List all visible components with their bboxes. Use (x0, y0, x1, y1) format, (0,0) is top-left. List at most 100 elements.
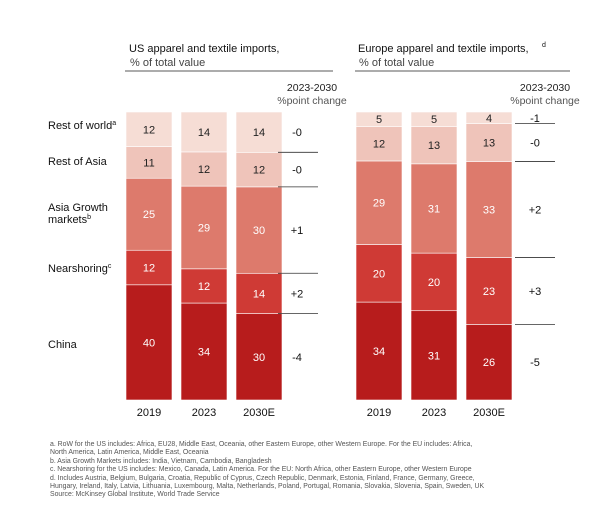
x-tick-label: 2019 (367, 407, 391, 419)
chart-title-footnote-mark: d (542, 42, 546, 49)
bar-value-label: 5 (376, 114, 382, 126)
row-label-rest-of-world: Rest of worlda (48, 120, 116, 132)
chart-subtitle: % of total value (359, 57, 434, 69)
row-label-asia-growth: Asia Growth (48, 202, 108, 214)
footnotes: a. RoW for the US includes: Africa, EU28… (50, 441, 595, 500)
change-value-nearshoring: +3 (529, 286, 542, 298)
footnote-line: North America, Latin America, Middle Eas… (50, 449, 209, 457)
bar-value-label: 14 (253, 288, 265, 300)
bar-segment-nearshoring (355, 244, 403, 303)
bar-segment-nearshoring (180, 268, 228, 304)
bar-value-label: 34 (373, 346, 385, 358)
chart-title: Europe apparel and textile imports, (358, 43, 529, 55)
bar-value-label: 20 (428, 277, 440, 289)
bar-value-label: 14 (253, 127, 265, 139)
bar-segment-rest-of-asia (125, 146, 173, 179)
change-value-china: -5 (530, 357, 540, 369)
bar-segment-rest-of-world (410, 111, 458, 127)
x-tick-label: 2030E (243, 407, 275, 419)
bar-value-label: 12 (253, 165, 265, 177)
bar-segment-rest-of-world (465, 111, 513, 124)
row-label-footnote-mark: c (108, 263, 112, 270)
row-label-rest-of-asia: Rest of Asia (48, 156, 108, 168)
bar-value-label: 29 (373, 198, 385, 210)
bar-value-label: 12 (143, 263, 155, 275)
bar-segment-asia-growth (235, 186, 283, 274)
change-value-nearshoring: +2 (291, 288, 304, 300)
bar-segment-china (355, 301, 403, 401)
row-label-nearshoring: Nearshoringc (48, 263, 112, 275)
change-value-asia-growth: +1 (291, 225, 304, 237)
bar-value-label: 14 (198, 127, 210, 139)
bar-value-label: 12 (143, 124, 155, 136)
row-label-footnote-mark: a (112, 120, 116, 127)
bar-value-label: 30 (253, 352, 265, 364)
bar-value-label: 13 (483, 138, 495, 150)
bar-value-label: 31 (428, 203, 440, 215)
bar-segment-china (125, 284, 173, 401)
bar-value-label: 34 (198, 347, 210, 359)
change-value-china: -4 (292, 352, 302, 364)
bar-value-label: 13 (428, 140, 440, 152)
bar-segment-rest-of-world (235, 111, 283, 153)
bar-segment-nearshoring (125, 249, 173, 286)
bar-segment-rest-of-world (355, 111, 403, 127)
bar-segment-asia-growth (410, 163, 458, 254)
bar-value-label: 29 (198, 222, 210, 234)
change-value-rest-of-asia: -0 (292, 165, 302, 177)
x-tick-label: 2023 (422, 407, 446, 419)
bar-segment-rest-of-asia (465, 123, 513, 162)
footnote-source: Source: McKinsey Global Institute, World… (50, 491, 220, 499)
change-value-asia-growth: +2 (529, 204, 542, 216)
bar-segment-nearshoring (235, 272, 283, 314)
bar-value-label: 25 (143, 209, 155, 221)
bar-segment-rest-of-world (125, 111, 173, 147)
bar-segment-nearshoring (465, 257, 513, 325)
bar-value-label: 11 (143, 157, 154, 169)
bar-value-label: 12 (198, 281, 210, 293)
bar-segment-china (465, 324, 513, 401)
bar-segment-nearshoring (410, 252, 458, 312)
bar-value-label: 4 (486, 113, 492, 125)
bar-value-label: 12 (198, 164, 210, 176)
bar-value-label: 40 (143, 337, 155, 349)
bar-value-label: 5 (431, 114, 437, 126)
change-header-years: 2023-2030 (520, 82, 570, 94)
bar-value-label: 30 (253, 225, 265, 237)
bar-segment-asia-growth (465, 161, 513, 258)
change-header-label: %point change (510, 95, 580, 107)
bar-segment-china (410, 310, 458, 401)
footnote-line: c. Nearshoring for the US includes: Mexi… (50, 466, 472, 474)
row-label-asia-growth: marketsb (48, 214, 91, 226)
bar-segment-china (180, 302, 228, 401)
stacked-bar-charts: US apparel and textile imports, % of tota… (48, 42, 580, 419)
bar-segment-china (235, 313, 283, 401)
chart-title: US apparel and textile imports, (129, 43, 279, 55)
footnote-line: Hungary, Ireland, Italy, Latvia, Lithuan… (50, 483, 485, 491)
bar-segment-asia-growth (180, 185, 228, 270)
footnote-line: b. Asia Growth Markets includes: India, … (50, 457, 272, 465)
bar-segment-rest-of-world (180, 111, 228, 153)
change-header-years: 2023-2030 (287, 82, 337, 94)
bar-value-label: 12 (373, 139, 385, 151)
bar-segment-rest-of-asia (235, 152, 283, 188)
change-value-rest-of-asia: -0 (530, 138, 540, 150)
bar-segment-rest-of-asia (180, 151, 228, 187)
change-header-label: %point change (277, 95, 347, 107)
bar-value-label: 31 (428, 350, 440, 362)
change-value-rest-of-world: -0 (292, 127, 302, 139)
footnote-line: a. RoW for the US includes: Africa, EU28… (50, 441, 473, 448)
change-value-rest-of-world: -1 (530, 113, 540, 125)
bar-segment-rest-of-asia (355, 126, 403, 162)
row-label-china: China (48, 339, 78, 351)
bar-value-label: 26 (483, 357, 495, 369)
x-tick-label: 2023 (192, 407, 216, 419)
footnote-line: d. Includes Austria, Belgium, Bulgaria, … (50, 474, 475, 482)
bar-segment-rest-of-asia (410, 126, 458, 165)
x-tick-label: 2030E (473, 407, 505, 419)
bar-value-label: 20 (373, 268, 385, 280)
row-label-footnote-mark: b (87, 214, 91, 221)
bar-value-label: 23 (483, 286, 495, 298)
bar-value-label: 33 (483, 204, 495, 216)
chart-subtitle: % of total value (130, 57, 205, 69)
